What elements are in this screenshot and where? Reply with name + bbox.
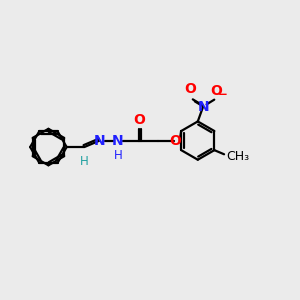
Text: N: N [197,100,209,114]
Text: −: − [218,88,228,101]
Text: O: O [184,82,196,96]
Text: N: N [94,134,106,148]
Text: N: N [112,134,124,148]
Text: O: O [210,85,222,98]
Text: O: O [169,134,181,148]
Text: H: H [80,155,89,168]
Text: O: O [133,113,145,127]
Text: CH₃: CH₃ [226,149,249,163]
Text: H: H [113,149,122,162]
